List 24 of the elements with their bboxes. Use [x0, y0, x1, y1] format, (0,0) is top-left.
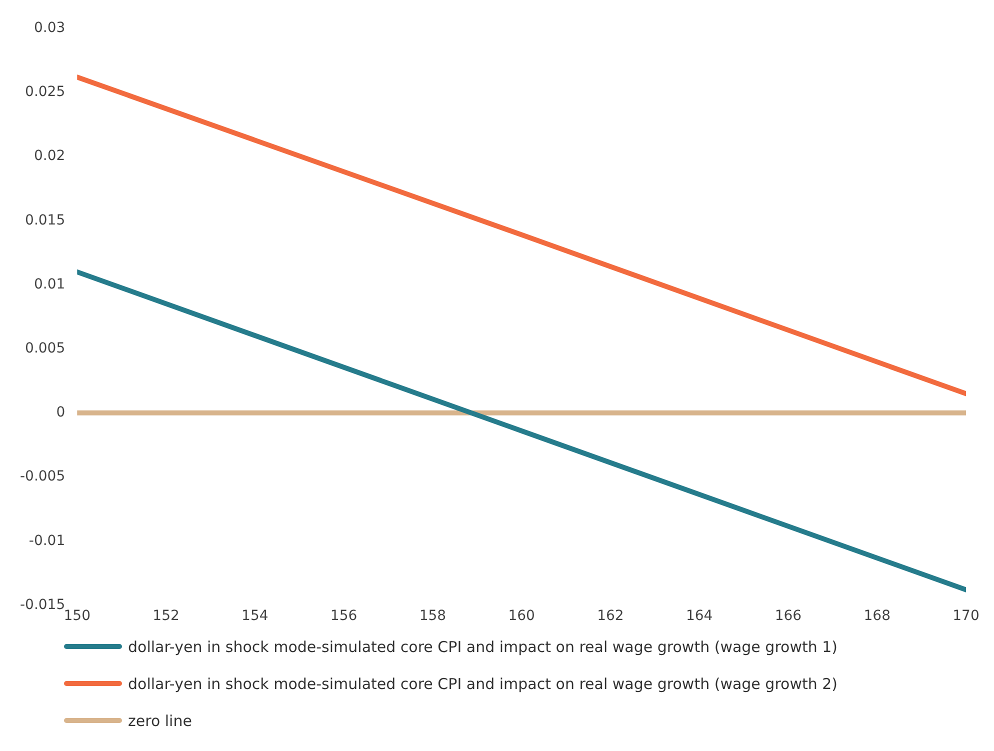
y-tick-label: 0.025: [25, 84, 66, 100]
x-tick-label: 164: [686, 608, 713, 624]
x-tick-label: 158: [419, 608, 446, 624]
y-tick-label: 0.01: [34, 276, 66, 292]
y-tick-label: -0.01: [28, 532, 66, 549]
y-tick-label: -0.005: [20, 468, 66, 485]
y-tick-label: -0.015: [20, 596, 66, 613]
x-tick-label: 156: [330, 608, 358, 624]
legend-label: zero line: [128, 712, 192, 730]
y-tick-label: 0.005: [25, 340, 66, 356]
x-tick-label: 152: [152, 608, 180, 624]
x-tick-label: 162: [597, 608, 624, 624]
x-tick-label: 166: [774, 608, 802, 624]
y-tick-label: 0.015: [25, 212, 66, 228]
y-tick-label: 0.02: [34, 148, 66, 164]
y-tick-label: 0.03: [34, 20, 66, 36]
legend-label: dollar-yen in shock mode-simulated core CPI and impact on real wage growth (wage growth 2): [128, 674, 838, 692]
x-tick-label: 170: [952, 608, 980, 624]
x-tick-label: 154: [242, 608, 268, 624]
x-tick-label: 150: [64, 608, 90, 624]
x-tick-label: 160: [508, 608, 535, 624]
y-tick-label: 0: [56, 404, 66, 421]
legend-label: dollar-yen in shock mode-simulated core CPI and impact on real wage growth (wage growth 1): [128, 638, 838, 656]
x-tick-label: 168: [864, 608, 890, 624]
